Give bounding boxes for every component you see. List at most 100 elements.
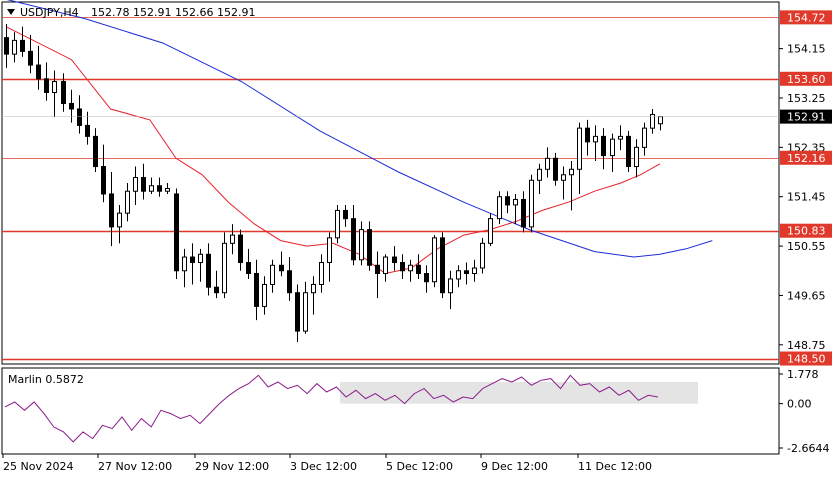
time-axis: 25 Nov 2024 27 Nov 12:00 29 Nov 12:00 3 Dec… — [2, 454, 652, 473]
time-tick-label: 5 Dec 12:00 — [386, 460, 453, 473]
candle — [440, 232, 445, 299]
candle-body — [561, 174, 566, 181]
candle — [279, 251, 284, 277]
candle-body — [448, 278, 453, 294]
candle — [400, 254, 405, 279]
candle-body — [69, 102, 74, 110]
candle — [230, 224, 235, 255]
candle-body — [117, 212, 122, 228]
candle — [52, 70, 57, 118]
dropdown-triangle-icon[interactable] — [7, 9, 15, 15]
candle — [327, 232, 332, 282]
candle — [569, 161, 574, 211]
candle-body — [440, 237, 445, 294]
candle — [553, 152, 558, 186]
candle — [157, 177, 162, 197]
candle — [650, 108, 655, 134]
indicator-tick-label: 0.00 — [787, 398, 812, 411]
candle — [359, 221, 364, 266]
candle-body — [12, 39, 17, 55]
candle-body — [416, 264, 421, 275]
candle — [585, 119, 590, 156]
candle — [416, 254, 421, 279]
price-panel-frame — [1, 1, 780, 365]
candle — [125, 183, 130, 222]
level-price-box — [780, 10, 832, 25]
candle-body — [36, 64, 41, 80]
candle-body — [521, 198, 526, 228]
candle-body — [44, 78, 49, 94]
time-tick-label: 9 Dec 12:00 — [481, 460, 548, 473]
candle-body — [488, 218, 493, 244]
price-tick-label: 149.65 — [787, 289, 826, 302]
candle — [335, 204, 340, 244]
candle-body — [52, 81, 57, 94]
candle-body — [480, 242, 485, 269]
candle — [12, 32, 17, 63]
candle — [383, 254, 388, 282]
candle — [351, 204, 356, 266]
candle — [4, 23, 9, 68]
candle-body — [61, 81, 66, 104]
candle — [287, 257, 292, 301]
candle-body — [383, 256, 388, 274]
indicator-label: Marlin 0.5872 — [8, 373, 84, 386]
candle-body — [270, 264, 275, 285]
candle — [497, 191, 502, 225]
candle — [295, 284, 300, 343]
candle-body — [311, 283, 316, 294]
candle — [246, 248, 251, 279]
candle-body — [279, 264, 284, 272]
level-price-box — [780, 71, 832, 86]
marlin-zone — [340, 381, 698, 404]
level-price-box — [780, 351, 832, 366]
candle-body — [585, 127, 590, 143]
candle-body — [28, 50, 33, 66]
candle — [190, 243, 195, 285]
candle-body — [77, 108, 82, 126]
candle-body — [601, 135, 606, 157]
candle — [464, 262, 469, 285]
candle-body — [464, 270, 469, 274]
candle — [311, 276, 316, 315]
candle — [109, 172, 114, 247]
candle — [93, 128, 98, 173]
candle-body — [190, 256, 195, 264]
candle — [642, 122, 647, 156]
candle-body — [165, 187, 170, 192]
candle — [488, 213, 493, 247]
candle-body — [254, 273, 259, 307]
candle-body — [174, 193, 179, 272]
candle — [238, 229, 243, 271]
candle-body — [149, 185, 154, 192]
candle-body — [513, 198, 518, 206]
candle — [198, 248, 203, 282]
candle-body — [658, 116, 663, 125]
candle-body — [359, 229, 364, 261]
price-tick-label: 148.75 — [787, 339, 826, 352]
candle — [61, 73, 66, 112]
candle — [36, 45, 41, 90]
candles-layer — [4, 23, 663, 343]
candle — [28, 34, 33, 74]
candle-body — [650, 113, 655, 129]
candle-body — [238, 234, 243, 264]
candle-body — [529, 179, 534, 228]
candle — [133, 166, 138, 205]
moving-averages-layer — [5, 0, 713, 275]
candle — [529, 174, 534, 233]
candle-body — [577, 127, 582, 170]
candle — [20, 26, 25, 57]
candle-body — [327, 237, 332, 264]
candle-body — [392, 256, 397, 264]
candle — [117, 204, 122, 244]
candle — [101, 144, 106, 203]
candle-body — [262, 283, 267, 307]
candle-body — [537, 168, 542, 181]
level-price-box — [780, 223, 832, 238]
candle — [480, 237, 485, 274]
candle-body — [472, 267, 477, 274]
candle — [222, 232, 227, 299]
candle — [561, 166, 566, 200]
candle-body — [141, 177, 146, 192]
